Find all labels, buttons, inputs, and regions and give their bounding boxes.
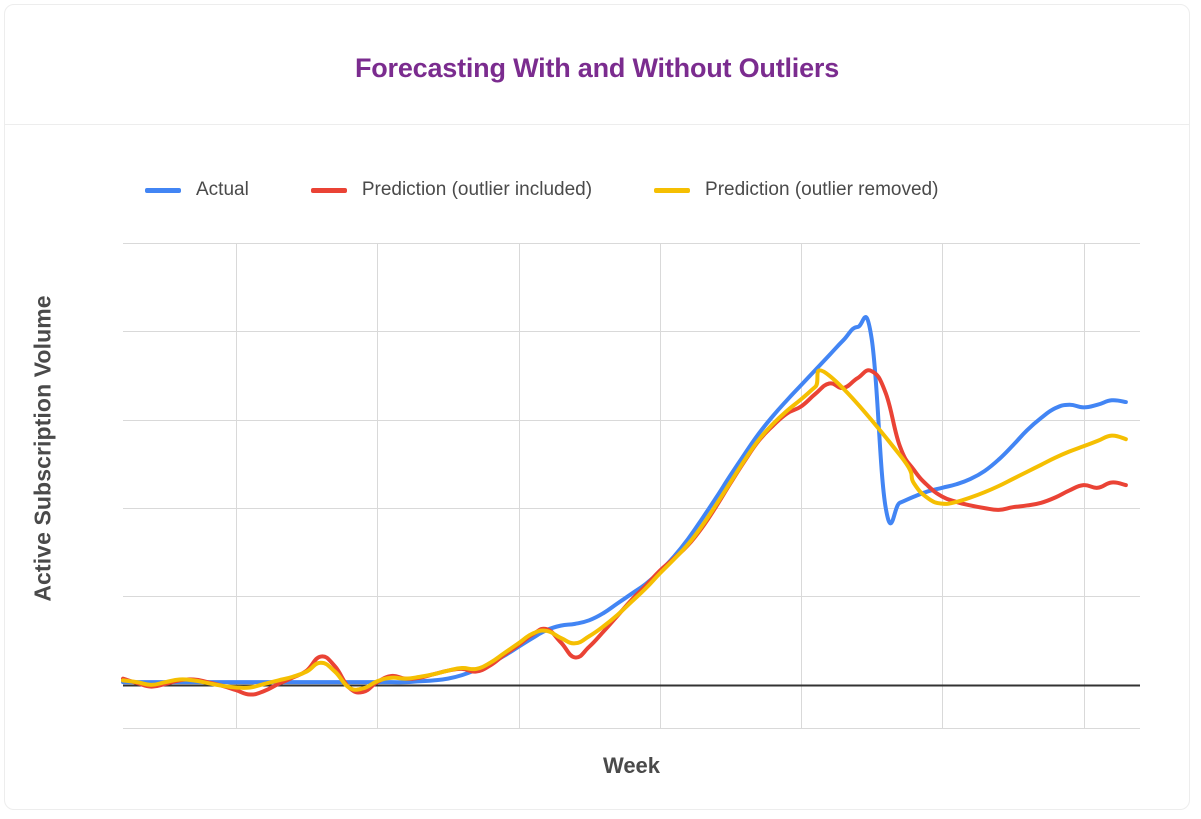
- legend-item-prediction-outlier-removed[interactable]: Prediction (outlier removed): [654, 179, 938, 201]
- plot-area: [121, 243, 1140, 729]
- legend-label-actual: Actual: [196, 179, 249, 200]
- chart-canvas: [121, 243, 1140, 729]
- series-line-prediction-outlier-included: [121, 368, 1128, 697]
- chart-title: Forecasting With and Without Outliers: [354, 53, 840, 83]
- chart-card-header: Forecasting With and Without Outliers: [5, 5, 1189, 125]
- line-swatch-icon: [310, 187, 347, 193]
- chart-card: Forecasting With and Without Outliers Ac…: [4, 4, 1190, 810]
- y-axis-title: Active Subscription Volume: [29, 295, 56, 602]
- line-swatch-icon: [654, 187, 691, 193]
- legend-label-prediction-outlier-included: Prediction (outlier included): [361, 179, 593, 200]
- x-axis-title: Week: [602, 753, 661, 778]
- legend-item-prediction-outlier-included[interactable]: Prediction (outlier included): [310, 179, 593, 201]
- horizontal-gridlines: [123, 243, 1140, 729]
- series-line-prediction-outlier-removed: [121, 368, 1128, 692]
- chart-legend: Actual Prediction (outlier included) Pre…: [145, 173, 1105, 207]
- legend-item-actual[interactable]: Actual: [145, 179, 249, 201]
- legend-label-prediction-outlier-removed: Prediction (outlier removed): [705, 179, 939, 200]
- data-series-group: [121, 315, 1128, 697]
- series-line-actual: [121, 315, 1128, 685]
- line-swatch-icon: [145, 187, 181, 193]
